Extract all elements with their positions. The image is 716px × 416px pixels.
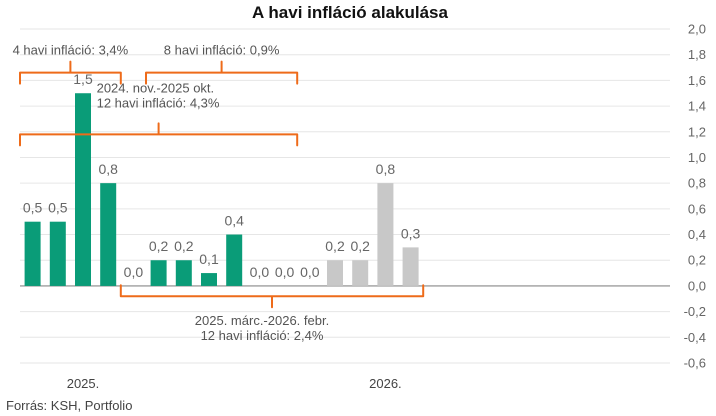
annotation-label: 2025. márc.-2026. febr. <box>195 313 329 328</box>
y-tick-label: -0,4 <box>684 330 706 345</box>
bar <box>226 234 243 286</box>
data-label: 0,0 <box>250 264 270 280</box>
y-axis: 2,0 1,8 1,6 1,4 1,2 1,0 0,8 0,6 0,4 0,2 0,0 -0,2 -0,… <box>67 22 706 392</box>
bar <box>402 247 419 286</box>
data-label: 0,2 <box>149 238 169 254</box>
data-label: 0,0 <box>275 264 295 280</box>
annotation-label: 8 havi infláció: 0,9% <box>164 43 280 58</box>
bar <box>327 260 343 286</box>
bar <box>150 260 167 286</box>
bars <box>24 93 419 286</box>
y-tick-label: 1,6 <box>688 73 706 88</box>
y-tick-label: 1,4 <box>688 99 706 114</box>
bar <box>175 260 192 286</box>
bar <box>100 183 117 286</box>
data-label: 0,2 <box>325 238 345 254</box>
bar <box>352 260 369 286</box>
data-label: 0,8 <box>98 161 118 177</box>
y-tick-label: -0,6 <box>684 356 706 371</box>
x-year-label: 2026. <box>369 376 402 391</box>
annotation-bracket <box>19 122 299 147</box>
y-tick-label: 0,2 <box>688 253 706 268</box>
bar <box>377 183 394 286</box>
data-label: 0,2 <box>174 238 194 254</box>
source-note: Forrás: KSH, Portfolio <box>6 398 133 413</box>
bar <box>24 221 41 286</box>
bar <box>75 93 91 286</box>
data-label: 0,5 <box>48 200 68 216</box>
annotation-bracket <box>145 60 299 85</box>
value-labels: 0,5 0,5 1,5 0,8 0,0 0,2 0,2 0,1 0,4 0,0 0,0 0,0 0,2 0… <box>23 71 421 280</box>
annotation-label: 12 havi infláció: 4,3% <box>97 95 220 110</box>
y-tick-label: 0,4 <box>688 227 706 242</box>
y-tick-label: 2,0 <box>688 22 706 37</box>
data-label: 0,2 <box>350 238 370 254</box>
chart-title: A havi infláció alakulása <box>252 3 448 22</box>
data-label: 0,1 <box>199 251 219 267</box>
gridlines <box>20 28 670 364</box>
data-label: 0,5 <box>23 200 43 216</box>
data-label: 0,0 <box>300 264 320 280</box>
annotation-label: 2024. nov.-2025 okt. <box>97 80 215 95</box>
annotation-label: 4 havi infláció: 3,4% <box>13 43 129 58</box>
y-tick-label: 0,6 <box>688 201 706 216</box>
data-label: 0,8 <box>376 161 396 177</box>
y-tick-label: 0,0 <box>688 278 706 293</box>
data-label: 0,4 <box>224 213 244 229</box>
data-label: 0,3 <box>401 225 421 241</box>
bar <box>201 273 217 286</box>
annotation-bracket <box>19 60 122 85</box>
y-tick-label: 1,0 <box>688 150 706 165</box>
y-tick-label: 1,2 <box>688 124 706 139</box>
annotations: 4 havi infláció: 3,4% 8 havi infláció: 0,… <box>13 43 425 343</box>
annotation-label: 12 havi infláció: 2,4% <box>201 328 324 343</box>
annotation-bracket <box>119 284 425 309</box>
data-label: 0,0 <box>124 264 144 280</box>
data-label: 1,5 <box>73 71 93 87</box>
y-tick-label: 0,8 <box>688 176 706 191</box>
x-year-label: 2025. <box>67 376 100 391</box>
bar <box>49 221 66 286</box>
y-tick-label: -0,2 <box>684 304 706 319</box>
y-tick-label: 1,8 <box>688 47 706 62</box>
